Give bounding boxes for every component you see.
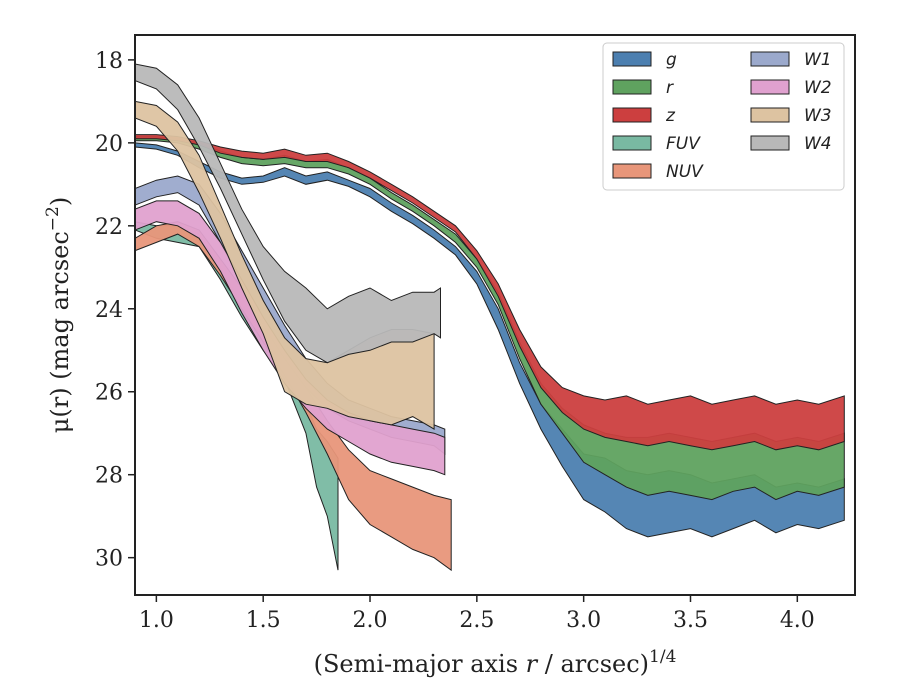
x-tick-label: 2.5: [459, 608, 494, 633]
band-areas: [135, 63, 845, 572]
x-tick-label: 1.0: [139, 608, 174, 633]
x-axis-title-prefix: (Semi-major axis: [314, 650, 526, 678]
y-axis-title-exponent: −2: [43, 206, 63, 231]
x-axis-title: (Semi-major axis r / arcsec)1/4: [314, 647, 677, 678]
y-tick-label: 24: [95, 298, 123, 323]
legend-label-w2: W2: [804, 78, 832, 98]
legend-swatch-nuv: [612, 163, 652, 179]
x-tick-label: 2.0: [353, 608, 388, 633]
x-tick-label: 1.5: [246, 608, 281, 633]
legend-label-r: r: [666, 78, 674, 98]
legend-swatch-w2: [750, 79, 790, 95]
y-axis-title-close: ): [46, 197, 74, 206]
legend-swatch-z: [612, 107, 652, 123]
legend-label-fuv: FUV: [666, 134, 701, 154]
plot-frame: [134, 34, 856, 596]
x-axis-title-variable: r: [526, 650, 539, 678]
legend-label-w1: W1: [804, 50, 832, 70]
legend-swatch-w1: [750, 51, 790, 67]
y-axis: 18 20 22 24 26 28 30: [95, 49, 135, 572]
legend-swatch-g: [612, 51, 652, 67]
x-axis-title-suffix: / arcsec): [537, 650, 649, 678]
y-tick-label: 26: [95, 381, 123, 406]
y-tick-label: 18: [95, 49, 123, 74]
y-axis-title-text: μ(r) (mag arcsec: [46, 231, 74, 433]
legend-swatch-w3: [750, 107, 790, 123]
legend-label-w3: W3: [804, 106, 832, 126]
y-tick-label: 30: [95, 547, 123, 572]
x-tick-label: 4.0: [780, 608, 815, 633]
band-w4: [135, 63, 441, 364]
legend-label-nuv: NUV: [666, 162, 704, 182]
legend-label-z: z: [665, 106, 676, 126]
y-tick-label: 20: [95, 132, 123, 157]
legend-label-g: g: [666, 50, 677, 70]
legend-swatch-fuv: [612, 135, 652, 151]
legend: grz FUV NUV W1 W2 W3 W4: [602, 42, 845, 191]
band-r: [135, 136, 845, 501]
legend-label-w4: W4: [804, 134, 832, 154]
x-axis-title-exponent: 1/4: [649, 647, 676, 667]
band-z: [135, 134, 845, 451]
y-axis-title: μ(r) (mag arcsec−2): [43, 197, 74, 433]
y-tick-label: 22: [95, 215, 123, 240]
x-tick-label: 3.0: [566, 608, 601, 633]
legend-swatch-w4: [750, 135, 790, 151]
legend-swatch-r: [612, 79, 652, 95]
x-axis: 1.0 1.5 2.0 2.5 3.0 3.5 4.0: [139, 595, 815, 633]
x-tick-label: 3.5: [673, 608, 708, 633]
y-tick-label: 28: [95, 464, 123, 489]
